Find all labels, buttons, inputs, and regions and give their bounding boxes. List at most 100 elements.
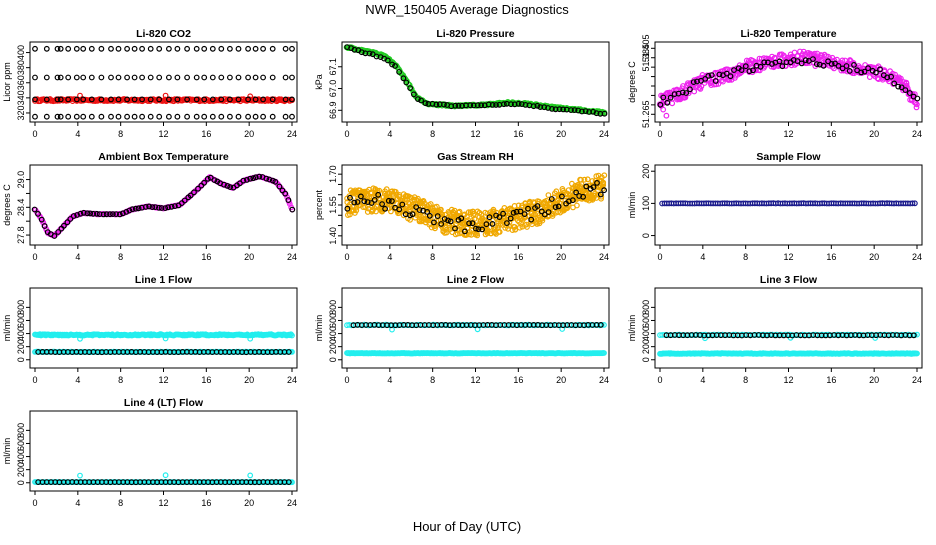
data-point [493, 102, 499, 108]
data-point [456, 208, 463, 215]
data-point [534, 203, 541, 210]
data-point [32, 96, 38, 103]
data-point [431, 219, 437, 226]
data-point [247, 175, 254, 182]
data-point [723, 70, 730, 77]
data-point [820, 62, 827, 69]
data-point [269, 113, 276, 120]
data-point [129, 206, 136, 213]
data-point [679, 89, 686, 96]
data-point [473, 225, 479, 232]
data-point [599, 185, 606, 192]
data-point [165, 74, 172, 81]
x-tick-label: 24 [287, 252, 297, 262]
x-tick-label: 0 [32, 498, 37, 508]
data-point [245, 74, 252, 81]
data-point [371, 196, 378, 203]
data-point [466, 231, 473, 238]
data-point [539, 217, 546, 224]
data-point [791, 49, 798, 56]
data-point [43, 96, 50, 103]
data-point [263, 175, 270, 182]
x-tick-label: 16 [201, 252, 211, 262]
data-point [77, 210, 84, 217]
data-point [392, 63, 398, 69]
y-tick-label: 67.1 [328, 58, 338, 76]
data-point [667, 94, 674, 101]
y-tick-label: 29.0 [16, 171, 26, 189]
data-point [750, 67, 756, 74]
data-point [70, 213, 77, 219]
y-tick-label: 67.0 [328, 80, 338, 98]
y-tick-label: 200 [16, 462, 26, 477]
data-point [508, 101, 514, 108]
data-point [209, 96, 216, 103]
data-point [57, 74, 64, 81]
data-point [424, 205, 431, 212]
data-point [218, 74, 225, 81]
data-point [521, 211, 528, 218]
data-point [366, 50, 373, 57]
data-point [865, 65, 871, 72]
data-points [344, 172, 608, 239]
data-point [147, 96, 154, 103]
data-point [184, 74, 191, 81]
data-point [126, 207, 133, 214]
data-point [478, 102, 485, 109]
data-points [31, 173, 296, 239]
data-point [884, 74, 891, 81]
panel-title: Li-820 Temperature [740, 28, 836, 40]
x-tick-label: 12 [158, 498, 168, 508]
data-point [657, 101, 664, 108]
y-axis-label: percent [314, 189, 324, 220]
x-tick-label: 12 [158, 252, 168, 262]
data-point [839, 57, 846, 64]
data-point [218, 96, 225, 103]
data-point [147, 45, 154, 52]
data-point [147, 113, 154, 120]
data-point [43, 45, 50, 52]
data-point [174, 45, 181, 52]
panel-title: Sample Flow [756, 151, 821, 163]
data-point [483, 223, 490, 230]
x-tick-label: 4 [700, 375, 705, 385]
data-point [671, 91, 678, 97]
data-point [601, 322, 607, 328]
panel-6: Sample Flow 0 4 8 12 16 20 24 0 100 200 ml/min [627, 151, 923, 262]
data-point [757, 63, 764, 70]
data-point [528, 216, 535, 223]
panel-title: Line 4 (LT) Flow [124, 397, 204, 409]
data-point [496, 228, 503, 235]
data-point [124, 96, 130, 103]
x-tick-label: 24 [287, 375, 297, 385]
data-point [913, 104, 920, 111]
data-point [31, 206, 38, 213]
data-point [98, 45, 105, 52]
data-point [396, 206, 403, 213]
data-point [708, 72, 715, 78]
data-point [139, 74, 146, 81]
data-point [515, 100, 522, 107]
data-point [532, 211, 539, 218]
y-tick-label: 400 [641, 326, 651, 341]
data-point [552, 106, 559, 113]
data-point [522, 101, 529, 108]
data-point [32, 74, 38, 81]
y-tick-label: 340 [16, 90, 26, 105]
data-point [534, 102, 541, 109]
data-point [152, 204, 159, 211]
data-point [108, 96, 114, 103]
x-tick-label: 4 [387, 129, 392, 139]
data-point [413, 204, 420, 211]
data-point [171, 203, 178, 210]
data-point [245, 113, 252, 120]
data-point [601, 187, 607, 194]
data-point [891, 80, 898, 87]
data-point [489, 220, 496, 227]
data-point [898, 75, 904, 82]
x-tick-label: 8 [118, 129, 123, 139]
data-point [221, 181, 227, 188]
data-point [761, 59, 768, 66]
x-tick-label: 4 [700, 252, 705, 262]
